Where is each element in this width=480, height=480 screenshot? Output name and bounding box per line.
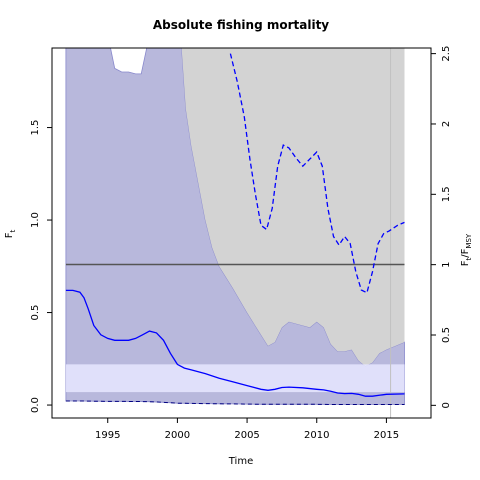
y-tick-label: 1.0 — [30, 212, 41, 228]
x-tick-label: 2000 — [165, 430, 190, 441]
ratio-median-line — [229, 53, 405, 294]
y-right-tick-label: 2.5 — [441, 46, 452, 62]
y-right-tick-label: 0.5 — [441, 327, 452, 343]
y-axis-label-right-main: F — [460, 260, 471, 266]
x-tick-label: 2010 — [304, 430, 329, 441]
chart-title: Absolute fishing mortality — [153, 18, 329, 32]
fmsy-confidence-band — [65, 364, 405, 393]
plot-frame — [51, 47, 432, 419]
y-axis-label-left-sub: t — [9, 229, 17, 232]
y-right-tick-label: 1 — [441, 261, 452, 267]
ft-median-line — [65, 289, 405, 397]
y-tick-label: 0.5 — [30, 305, 41, 321]
x-axis-label: Time — [228, 456, 253, 467]
y-tick-label: 0.0 — [30, 397, 41, 413]
y-axis-label-right: Ft/FMSY — [460, 233, 473, 266]
x-axis: 1995 2000 2005 2010 2015 — [95, 418, 399, 441]
y-axis-label-right-sub2: MSY — [465, 233, 473, 248]
y-right-tick-label: 0 — [441, 402, 452, 408]
y-axis-left: 0.0 0.5 1.0 1.5 — [30, 120, 52, 413]
y-axis-right: 0 0.5 1 1.5 2 2.5 — [431, 46, 452, 409]
x-tick-label: 1995 — [95, 430, 120, 441]
ratio-confidence-band — [181, 48, 405, 367]
x-tick-label: 2015 — [374, 430, 399, 441]
y-axis-label-right-sub: t — [465, 257, 473, 260]
y-axis-label-left: Ft — [4, 229, 17, 238]
x-tick-label: 2005 — [234, 430, 259, 441]
y-right-tick-label: 1.5 — [441, 186, 452, 202]
y-axis-label-left-main: F — [4, 232, 15, 238]
y-right-tick-label: 2 — [441, 121, 452, 127]
y-tick-label: 1.5 — [30, 120, 41, 136]
y-axis-label-right-slash: /F — [460, 248, 471, 257]
